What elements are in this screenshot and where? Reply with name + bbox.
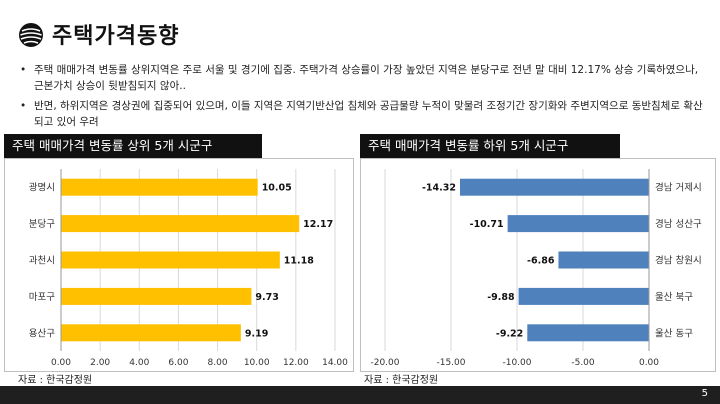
bottom-chart-bar [518, 287, 649, 305]
top-chart-value-label: 9.19 [245, 328, 268, 339]
top-chart-x-tick-label: 14.00 [322, 358, 348, 368]
globe-logo-icon [19, 23, 43, 47]
top-chart-value-label: 11.18 [284, 256, 314, 267]
top-chart-category-label: 분당구 [29, 219, 55, 230]
page-title: 주택가격동향 [52, 24, 180, 49]
top-chart-x-tick-label: 8.00 [208, 358, 228, 368]
bottom-chart-value-label: -9.22 [496, 328, 523, 339]
top-chart-x-tick-label: 6.00 [168, 358, 188, 368]
bullet-list: 주택 매매가격 변동률 상위지역은 주로 서울 및 경기에 집중. 주택가격 상… [18, 62, 708, 134]
bottom-chart-x-tick-label: -5.00 [571, 358, 595, 368]
top-chart-box: 0.00 2.00 4.00 6.00 8.00 10.00 12.00 14.00 10.05… [4, 158, 354, 372]
top-chart-bar [61, 287, 252, 305]
bottom-chart: -20.00 -15.00 -10.00 -5.00 0.00 -14.32 경남 거제시 -… [370, 169, 702, 368]
top-chart-source: 자료 : 한국감정원 [18, 375, 93, 386]
top-chart-value-label: 10.05 [262, 183, 292, 194]
bottom-chart-x-tick-label: 0.00 [639, 358, 659, 368]
bottom-chart-category-label: 울산 북구 [655, 292, 693, 303]
top-chart-category-label: 광명시 [29, 182, 55, 194]
top-chart-title: 주택 매매가격 변동률 상위 5개 시군구 [4, 134, 262, 158]
footer-bar: 5 [0, 386, 720, 404]
bullet-item: 주택 매매가격 변동률 상위지역은 주로 서울 및 경기에 집중. 주택가격 상… [18, 62, 708, 94]
bottom-chart-value-label: -10.71 [470, 219, 504, 230]
bottom-chart-category-label: 경남 창원시 [655, 255, 702, 267]
bottom-chart-category-label: 울산 동구 [655, 328, 693, 339]
top-chart-x-tick-label: 4.00 [129, 358, 149, 368]
top-chart-x-tick-label: 10.00 [244, 358, 270, 368]
bottom-chart-category-label: 경남 성산구 [655, 218, 702, 230]
top-chart-bar [61, 178, 258, 196]
bottom-chart-value-label: -6.86 [527, 256, 555, 267]
bottom-chart-bar [558, 251, 649, 269]
top-chart-x-tick-label: 0.00 [51, 358, 71, 368]
top-chart-bar [61, 215, 300, 233]
top-chart: 0.00 2.00 4.00 6.00 8.00 10.00 12.00 14.00 10.05… [29, 169, 348, 368]
bottom-chart-box: -20.00 -15.00 -10.00 -5.00 0.00 -14.32 경남 거제시 -… [360, 158, 716, 372]
bottom-chart-title: 주택 매매가격 변동률 하위 5개 시군구 [360, 134, 620, 158]
bullet-item: 반면, 하위지역은 경상권에 집중되어 있으며, 이들 지역은 지역기반산업 침… [18, 98, 708, 130]
top-chart-x-tick-label: 12.00 [283, 358, 309, 368]
top-chart-bar [61, 324, 241, 342]
top-chart-value-label: 9.73 [255, 292, 278, 303]
bottom-chart-x-tick-label: -15.00 [436, 358, 465, 368]
bottom-chart-x-tick-label: -20.00 [370, 358, 399, 368]
top-chart-category-label: 용산구 [29, 328, 55, 339]
bottom-chart-category-label: 경남 거제시 [655, 182, 702, 194]
bottom-chart-source: 자료 : 한국감정원 [364, 375, 439, 386]
top-chart-bar [61, 251, 280, 269]
top-chart-value-label: 12.17 [303, 219, 333, 230]
bottom-chart-value-label: -14.32 [422, 183, 456, 194]
bottom-chart-x-tick-label: -10.00 [502, 358, 531, 368]
top-chart-category-label: 과천시 [29, 256, 55, 267]
top-chart-x-tick-label: 2.00 [90, 358, 110, 368]
top-chart-category-label: 마포구 [29, 292, 55, 303]
bottom-chart-bar [459, 178, 649, 196]
bottom-chart-bar [507, 215, 649, 233]
bottom-chart-bar [527, 324, 649, 342]
bottom-chart-value-label: -9.88 [487, 292, 515, 303]
page-number: 5 [701, 388, 708, 399]
